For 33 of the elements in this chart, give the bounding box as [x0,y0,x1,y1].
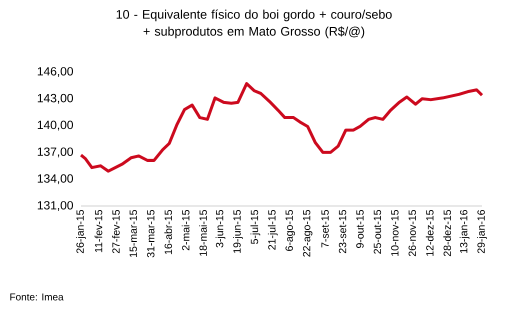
x-tick-label: 13-jan-16 [460,210,470,253]
y-tick-label: 140,00 [38,120,74,131]
x-tick-label: 2-mai-15 [182,210,190,250]
x-tick-label: 23-set-15 [338,210,346,254]
x-tick-label: 26-nov-15 [408,210,416,256]
x-tick-label: 7-set-15 [321,210,329,248]
x-tick-label: 22-ago-15 [302,210,312,257]
x-tick-label: 3-jun-15 [216,210,226,248]
line-series [80,82,484,173]
x-tick-label: 11-fev-15 [94,210,102,252]
source-note: Fonte: Imea [10,294,64,300]
x-tick-label: 16-abr-15 [164,210,172,254]
x-tick-label: 27-fev-15 [112,210,120,254]
x-tick-label: 6-ago-15 [285,210,295,251]
x-tick-label: 21-jul-15 [268,210,278,250]
x-tick-label: 18-mai-15 [199,210,207,256]
x-tick-label: 25-out-15 [374,210,382,254]
x-tick-label: 9-out-15 [356,210,364,248]
x-tick-label: 12-dez-15 [426,210,434,256]
y-tick-label: 137,00 [38,147,74,158]
y-tick-label: 146,00 [38,67,74,77]
y-tick-label: 131,00 [38,201,74,211]
x-tick-label: 19-jun-15 [233,210,243,253]
y-tick-label: 134,00 [38,174,74,184]
x-tick-label: 10-nov-15 [391,210,399,256]
chart-title: 10 - Equivalente físico do boi gordo + couro/sebo + subprodutos em Mato Grosso (R$/@) [116,10,392,38]
y-tick-label: 143,00 [38,94,74,104]
x-tick-label: 15-mar-15 [130,210,137,257]
x-tick-label: 26-jan-15 [76,210,86,254]
x-tick-label: 31-mar-15 [147,210,154,258]
x-tick-label: 28-dez-15 [443,210,451,256]
x-tick-label: 29-jan-16 [477,210,487,254]
x-tick-label: 5-jul-15 [250,210,260,244]
